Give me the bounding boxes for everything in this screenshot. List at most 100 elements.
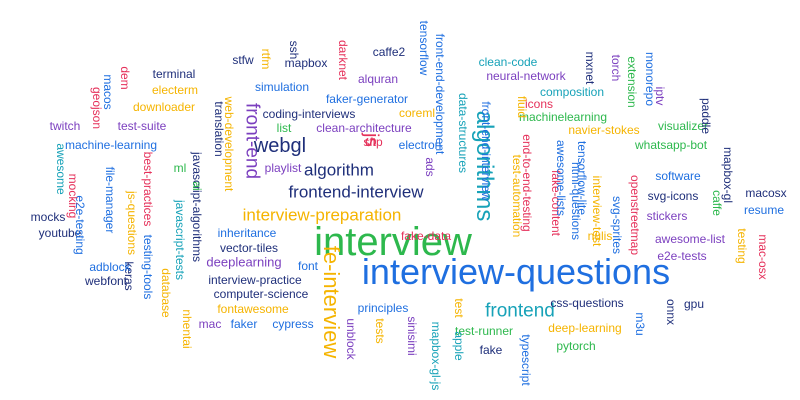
word-interview-practice: interview-practice <box>208 273 302 287</box>
word-awesome-list: awesome-list <box>654 232 726 246</box>
word-svg-icons: svg-icons <box>647 189 699 203</box>
word-mxnet: mxnet <box>583 51 597 85</box>
word-stickers: stickers <box>646 209 688 223</box>
word-mocks: mocks <box>30 210 66 224</box>
word-sftp: sftp <box>363 135 383 149</box>
word-mapbox-gl-js: mapbox-gl-js <box>429 321 443 391</box>
word-testing-tools: testing-tools <box>141 234 155 300</box>
word-test-runner: test-runner <box>454 324 514 338</box>
word-awesome-lists: awesome-lists <box>554 139 568 217</box>
word-navier-stokes: navier-stokes <box>568 123 640 137</box>
word-deeplearning: deeplearning <box>206 254 282 270</box>
word-e2e-tests: e2e-tests <box>657 249 707 263</box>
word-composition: composition <box>539 85 605 99</box>
word-unblock: unblock <box>344 318 358 360</box>
word-electerm: electerm <box>151 83 199 97</box>
word-icons: icons <box>524 97 554 111</box>
word-twitch: twitch <box>49 119 81 133</box>
word-terminal: terminal <box>152 67 196 81</box>
word-fake: fake <box>479 343 503 357</box>
word-cypress: cypress <box>272 317 314 331</box>
word-vector-tiles: vector-tiles <box>219 241 279 255</box>
word-mapbox: mapbox <box>284 56 328 70</box>
word-electron: electron <box>398 138 442 152</box>
word-interview-test: interview-test <box>590 175 604 247</box>
word-iptv: iptv <box>653 86 667 106</box>
word-webfont: webfont <box>84 274 128 288</box>
word-machine-learning: machine-learning <box>64 138 158 152</box>
word-stfw: stfw <box>232 53 254 67</box>
word-m3u: m3u <box>633 312 647 336</box>
word-list: list <box>276 121 292 135</box>
word-whatsapp-bot: whatsapp-bot <box>634 138 708 152</box>
word-sinisimi: sinisimi <box>405 316 419 356</box>
word-tests: tests <box>373 318 387 344</box>
word-software: software <box>655 169 701 183</box>
word-extension: extension <box>625 56 639 108</box>
word-darknet: darknet <box>336 39 350 81</box>
word-interview-questions: interview-questions <box>361 251 671 292</box>
word-inheritance: inheritance <box>217 226 277 240</box>
word-best-practices: best-practices <box>141 151 155 227</box>
word-faker: faker <box>230 317 258 331</box>
word-machinelearning: machinelearning <box>518 110 608 124</box>
word-coreml: coreml <box>398 106 436 120</box>
word-front-end-interview: front-end-interview <box>479 101 493 201</box>
word-deep-learning: deep-learning <box>548 321 622 335</box>
word-test-suite: test-suite <box>117 119 167 133</box>
word-simulation: simulation <box>254 80 310 94</box>
word-caffe: caffe <box>710 190 724 216</box>
word-test-automation: test-automation <box>510 154 524 238</box>
word-web-development: web-development <box>222 96 236 192</box>
word-nhentai: nhentai <box>180 309 194 349</box>
word-neural-network: neural-network <box>486 69 566 83</box>
word-data-structures: data-structures <box>456 92 470 174</box>
word-file-manager: file-manager <box>103 166 117 234</box>
word-mac: mac <box>198 317 222 331</box>
word-interview: interview <box>314 220 472 264</box>
word-playlist: playlist <box>264 161 302 175</box>
word-database: database <box>159 268 173 318</box>
word-frontend: frontend <box>485 300 555 322</box>
word-downloader: downloader <box>132 100 196 114</box>
word-fe-interview: fe-interview <box>319 245 344 359</box>
word-torch: torch <box>609 54 623 82</box>
word-ads: ads <box>423 157 437 177</box>
word-js-questions: js-questions <box>125 190 139 256</box>
word-clean-code: clean-code <box>478 55 538 69</box>
word-tensorflow-lite: tensorflow-lite <box>575 140 589 216</box>
word-css-questions: css-questions <box>550 296 624 310</box>
word-clean-architecture: clean-architecture <box>316 121 412 135</box>
word-javascript-tests: javascript-tests <box>173 199 187 281</box>
word-tensorflow: tensorflow <box>417 20 431 76</box>
word-youtube: youtube <box>38 226 82 240</box>
word-fontawesome: fontawesome <box>217 302 289 316</box>
word-algorithm: algorithm <box>304 160 374 180</box>
word-alquran: alquran <box>357 72 399 86</box>
word-webgl: webgl <box>253 135 307 157</box>
word-adblock: adblock <box>89 260 131 274</box>
word-paddle: paddle <box>699 97 713 135</box>
word-font: font <box>297 259 319 273</box>
word-interview-preparation: interview-preparation <box>242 205 402 225</box>
word-fake-data: fake-data <box>400 229 452 243</box>
word-visualizer: visualizer <box>657 119 709 133</box>
word-openstreetmap: openstreetmap <box>628 174 642 256</box>
word-testing: testing <box>735 228 749 264</box>
word-frontend-interview: frontend-interview <box>288 182 424 202</box>
word-onnx: onnx <box>664 298 678 326</box>
word-macos: macos <box>101 74 115 110</box>
word-caffe2: caffe2 <box>372 45 406 59</box>
word-javascript-algorithms: javascript-algorithms <box>190 151 204 263</box>
word-gpu: gpu <box>683 297 705 311</box>
word-rtfm: rtfm <box>259 48 273 70</box>
word-faker-generator: faker-generator <box>325 92 409 106</box>
word-svg-sprites: svg-sprites <box>610 195 624 255</box>
word-dem: dem <box>118 66 132 90</box>
word-mocking: mocking <box>66 173 80 219</box>
word-mac-osx: mac-osx <box>756 234 770 280</box>
word-pytorch: pytorch <box>556 339 596 353</box>
word-resume: resume <box>743 203 785 217</box>
word-principles: principles <box>357 301 409 315</box>
